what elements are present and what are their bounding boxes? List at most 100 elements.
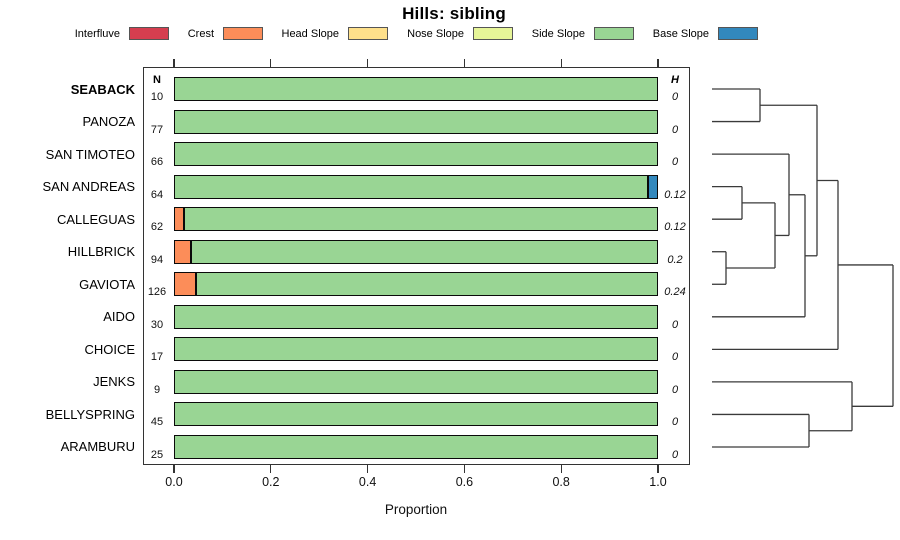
stacked-bar (174, 239, 658, 264)
row-label: JENKS (93, 374, 135, 390)
stacked-bar (174, 272, 658, 297)
row-h-value: 0 (671, 318, 679, 331)
bar-segment (174, 369, 658, 394)
row-h-value: 0 (671, 91, 679, 103)
row-n-value: 45 (150, 416, 164, 429)
legend-color-swatch (129, 27, 169, 40)
h-column-header: H (671, 74, 679, 86)
x-axis-title: Proportion (384, 502, 448, 517)
bar-segment (190, 239, 658, 264)
row-label: BELLYSPRING (45, 406, 135, 422)
axis-tick-top (657, 59, 659, 67)
axis-tick-bottom (463, 465, 465, 473)
stacked-bar (174, 402, 658, 427)
bar-segment (174, 174, 649, 199)
legend-item: Crest (82, 25, 263, 42)
row-label: AIDO (103, 309, 135, 325)
row-label: GAVIOTA (79, 276, 135, 292)
chart-title: Hills: sibling (402, 4, 506, 23)
row-label: HILLBRICK (67, 244, 135, 260)
row-h-value: 0 (671, 448, 679, 461)
legend-item: Interfluve (0, 25, 169, 42)
bar-segment (174, 77, 658, 101)
axis-tick-bottom (270, 465, 272, 473)
row-n-value: 25 (150, 448, 164, 461)
axis-tick-bottom (173, 465, 175, 473)
row-h-value: 0.12 (664, 221, 686, 234)
axis-tick-bottom (657, 465, 659, 473)
row-label: SEABACK (70, 81, 135, 97)
axis-tick-label: 0.2 (262, 475, 280, 489)
legend-item-label: Nose Slope (407, 27, 464, 40)
legend-color-swatch (594, 27, 634, 40)
axis-tick-top (367, 59, 369, 67)
legend-color-swatch (348, 27, 388, 40)
bar-segment (648, 174, 658, 199)
legend-item: Side Slope (453, 25, 634, 42)
bar-segment (174, 337, 658, 362)
bar-segment (195, 272, 658, 297)
bar-segment (174, 142, 658, 167)
stacked-bar (174, 337, 658, 362)
axis-tick-label: 0.0 (165, 475, 183, 489)
row-h-value: 0 (671, 416, 679, 429)
bar-segment (174, 434, 658, 459)
row-n-value: 64 (150, 188, 164, 201)
stacked-bar (174, 304, 658, 329)
row-h-value: 0 (671, 383, 679, 396)
row-label: SAN ANDREAS (42, 179, 135, 195)
bar-segment (174, 272, 196, 297)
row-h-value: 0 (671, 123, 679, 136)
legend-item-label: Side Slope (531, 27, 585, 40)
row-n-value: 30 (150, 318, 164, 331)
bar-segment (183, 207, 658, 232)
row-h-value: 0.12 (664, 188, 686, 201)
legend-item-label: Interfluve (74, 27, 120, 40)
stacked-bar (174, 174, 658, 199)
bar-segment (174, 304, 658, 329)
row-n-value: 10 (150, 91, 164, 103)
axis-tick-label: 1.0 (649, 475, 667, 489)
axis-tick-label: 0.8 (552, 475, 570, 489)
row-n-value: 94 (150, 253, 164, 266)
row-n-value: 77 (150, 123, 164, 136)
axis-tick-bottom (367, 465, 369, 473)
legend-color-swatch (718, 27, 758, 40)
row-h-value: 0 (671, 156, 679, 169)
axis-tick-bottom (560, 465, 562, 473)
row-h-value: 0.2 (667, 253, 683, 266)
legend-item: Nose Slope (332, 25, 513, 42)
bar-segment (174, 109, 658, 134)
row-n-value: 17 (150, 351, 164, 364)
legend-color-swatch (223, 27, 263, 40)
row-n-value: 9 (153, 383, 161, 396)
row-h-value: 0 (671, 351, 679, 364)
legend-item: Base Slope (577, 25, 758, 42)
stacked-bar (174, 77, 658, 101)
stacked-bar (174, 109, 658, 134)
axis-tick-top (463, 59, 465, 67)
row-n-value: 62 (150, 221, 164, 234)
bar-segment (174, 402, 658, 427)
axis-tick-label: 0.6 (455, 475, 474, 489)
legend-color-swatch (473, 27, 513, 40)
stacked-bar (174, 434, 658, 459)
stacked-bar (174, 207, 658, 232)
legend-item: Head Slope (207, 25, 388, 42)
axis-tick-top (560, 59, 562, 67)
row-label: CALLEGUAS (56, 211, 135, 227)
row-n-value: 66 (150, 156, 164, 169)
stacked-bar (174, 142, 658, 167)
row-h-value: 0.24 (664, 286, 686, 299)
row-label: SAN TIMOTEO (45, 146, 135, 162)
row-label: ARAMBURU (60, 439, 135, 455)
bar-segment (174, 239, 191, 264)
row-label: PANOZA (82, 114, 136, 130)
plot-frame (143, 67, 690, 465)
n-column-header: N (153, 74, 161, 86)
row-label: CHOICE (84, 341, 135, 357)
axis-tick-label: 0.4 (358, 475, 377, 489)
bar-segment (174, 207, 184, 232)
legend-item-label: Crest (187, 27, 214, 40)
legend-item-label: Base Slope (652, 27, 709, 40)
